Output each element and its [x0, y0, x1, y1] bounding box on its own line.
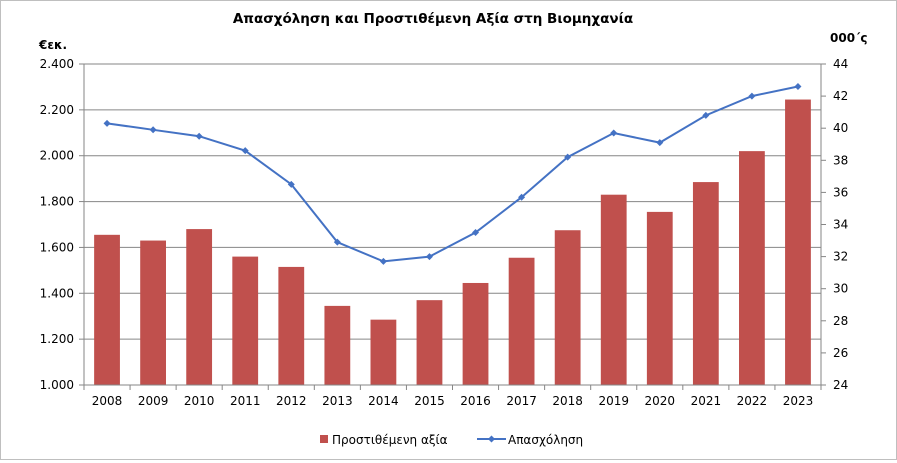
bar — [232, 256, 259, 385]
tick-labels: 1.000 1.200 1.400 1.600 1.800 2.000 2.200 2.400… — [40, 57, 849, 408]
left-tick-label: 1.400 — [40, 286, 74, 300]
bar-series — [94, 99, 811, 386]
left-tick-label: 1.000 — [40, 378, 74, 392]
legend-line-marker — [488, 435, 495, 443]
bar — [739, 151, 765, 385]
bar — [140, 240, 166, 385]
left-tick-label: 1.600 — [40, 240, 74, 254]
bar — [554, 230, 581, 385]
line-point — [333, 238, 341, 246]
legend-swatch-bars — [320, 435, 328, 443]
x-tick-label: 2022 — [737, 394, 768, 408]
line-point — [610, 129, 618, 137]
x-tick-label: 2016 — [460, 394, 491, 408]
bar — [692, 182, 719, 385]
line-point — [287, 180, 295, 188]
line-point — [241, 147, 249, 155]
line-path — [106, 85, 799, 263]
x-tick-label: 2013 — [322, 394, 353, 408]
right-tick-label: 26 — [833, 346, 848, 360]
right-tick-label: 36 — [833, 185, 848, 199]
right-tick-label: 34 — [833, 218, 848, 232]
x-tick-label: 2010 — [184, 394, 215, 408]
bar — [324, 305, 351, 385]
x-tick-label: 2015 — [414, 394, 445, 408]
line-point — [748, 92, 756, 100]
line-point — [472, 229, 480, 237]
bar — [508, 257, 535, 385]
axes — [83, 64, 822, 390]
right-axis-unit: 000΄ς — [830, 31, 867, 45]
line-point — [518, 193, 526, 201]
x-tick-label: 2019 — [598, 394, 629, 408]
bar — [646, 211, 673, 385]
line-point — [149, 126, 157, 134]
left-tick-label: 2.400 — [40, 57, 74, 71]
left-axis-unit: €εκ. — [38, 38, 67, 52]
bar — [278, 266, 305, 385]
right-tick-label: 38 — [833, 153, 848, 167]
right-tick-label: 24 — [833, 378, 848, 392]
bar — [186, 229, 213, 385]
bar — [416, 300, 443, 385]
right-tick-label: 30 — [833, 282, 848, 296]
legend: Προστιθέμενη αξία Απασχόληση — [320, 433, 583, 447]
x-tick-label: 2018 — [552, 394, 583, 408]
right-tick-label: 42 — [833, 89, 848, 103]
x-tick-label: 2009 — [138, 394, 169, 408]
line-point — [656, 139, 664, 147]
line-series — [103, 82, 802, 265]
x-tick-label: 2021 — [691, 394, 722, 408]
bar — [462, 282, 489, 385]
bar — [370, 319, 397, 385]
x-tick-label: 2017 — [506, 394, 537, 408]
chart-title: Απασχόληση και Προστιθέμενη Αξία στη Βιο… — [233, 11, 633, 27]
x-tick-label: 2011 — [230, 394, 261, 408]
right-tick-label: 28 — [833, 314, 848, 328]
line-point — [195, 132, 203, 140]
legend-label-bars: Προστιθέμενη αξία — [332, 433, 448, 447]
x-tick-label: 2012 — [276, 394, 307, 408]
x-tick-label: 2008 — [92, 394, 123, 408]
line-point — [794, 82, 802, 90]
line-point — [564, 153, 572, 161]
line-point — [425, 253, 433, 261]
bar — [600, 194, 627, 385]
x-tick-label: 2023 — [783, 394, 814, 408]
left-tick-label: 1.200 — [40, 332, 74, 346]
left-tick-label: 2.200 — [40, 103, 74, 117]
bar — [94, 234, 120, 385]
line-point — [103, 119, 111, 127]
right-tick-label: 40 — [833, 121, 848, 135]
right-tick-label: 32 — [833, 250, 848, 264]
line-point — [702, 111, 710, 119]
left-tick-label: 1.800 — [40, 195, 74, 209]
right-tick-label: 44 — [833, 57, 848, 71]
left-tick-label: 2.000 — [40, 149, 74, 163]
x-tick-label: 2014 — [368, 394, 399, 408]
bar — [785, 99, 811, 386]
legend-label-line: Απασχόληση — [508, 433, 583, 447]
x-tick-label: 2020 — [645, 394, 676, 408]
line-point — [379, 257, 387, 265]
